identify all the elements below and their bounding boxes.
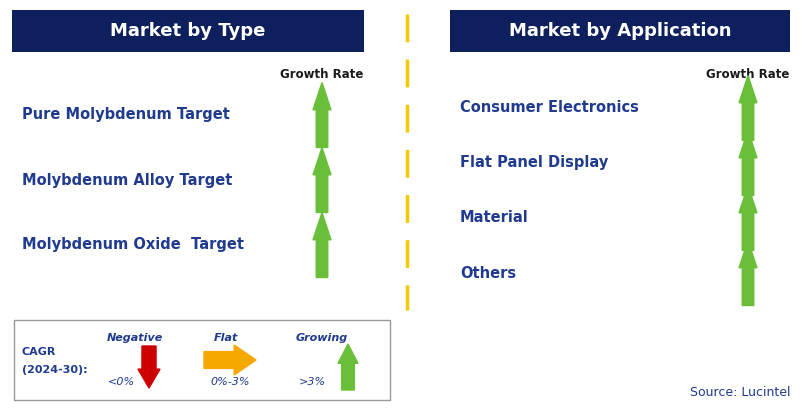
Text: 0%-3%: 0%-3%: [210, 377, 249, 387]
Text: Pure Molybdenum Target: Pure Molybdenum Target: [22, 107, 230, 123]
Text: Flat Panel Display: Flat Panel Display: [460, 156, 608, 171]
Text: >3%: >3%: [298, 377, 326, 387]
Polygon shape: [739, 76, 757, 140]
Text: Flat: Flat: [214, 333, 238, 343]
Polygon shape: [313, 83, 331, 147]
FancyBboxPatch shape: [12, 10, 364, 52]
Text: Growth Rate: Growth Rate: [281, 69, 363, 81]
Text: Market by Type: Market by Type: [111, 22, 265, 40]
Polygon shape: [204, 345, 256, 375]
FancyBboxPatch shape: [14, 320, 390, 400]
Polygon shape: [739, 240, 757, 306]
Text: Molybdenum Alloy Target: Molybdenum Alloy Target: [22, 173, 233, 188]
Text: Growth Rate: Growth Rate: [707, 69, 790, 81]
Polygon shape: [313, 147, 331, 213]
Polygon shape: [338, 344, 358, 390]
Text: Growing: Growing: [296, 333, 348, 343]
Text: Molybdenum Oxide  Target: Molybdenum Oxide Target: [22, 237, 244, 252]
Text: Source: Lucintel: Source: Lucintel: [690, 385, 790, 399]
Text: Negative: Negative: [107, 333, 163, 343]
Polygon shape: [739, 131, 757, 195]
Text: Market by Application: Market by Application: [508, 22, 731, 40]
FancyBboxPatch shape: [450, 10, 790, 52]
Text: Others: Others: [460, 266, 516, 280]
Text: Consumer Electronics: Consumer Electronics: [460, 100, 639, 116]
Text: <0%: <0%: [107, 377, 135, 387]
Polygon shape: [313, 213, 331, 278]
Polygon shape: [739, 185, 757, 251]
Polygon shape: [138, 346, 160, 388]
Text: CAGR: CAGR: [22, 347, 56, 357]
Text: (2024-30):: (2024-30):: [22, 365, 87, 375]
Text: Material: Material: [460, 211, 529, 225]
